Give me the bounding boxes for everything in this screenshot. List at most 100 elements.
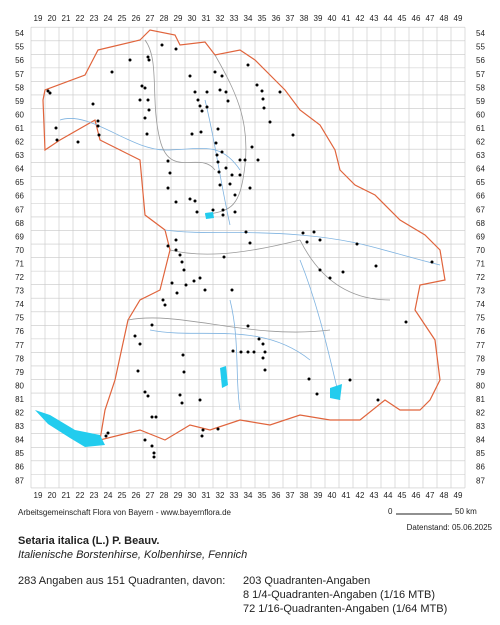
occurrence-dot xyxy=(174,248,178,252)
column-label: 40 xyxy=(328,491,337,500)
column-label: 28 xyxy=(160,14,169,23)
row-label: 63 xyxy=(476,151,485,160)
occurrence-dot xyxy=(163,303,167,307)
column-label: 37 xyxy=(286,491,295,500)
lake xyxy=(205,212,214,219)
grid xyxy=(30,26,466,489)
row-label: 67 xyxy=(15,205,24,214)
row-label: 82 xyxy=(476,409,485,418)
column-label: 44 xyxy=(384,14,393,23)
column-label: 28 xyxy=(160,491,169,500)
column-label: 22 xyxy=(76,491,85,500)
occurrence-dot xyxy=(216,427,220,431)
occurrence-dot xyxy=(193,199,197,203)
occurrence-dot xyxy=(178,393,182,397)
column-label: 27 xyxy=(146,491,155,500)
occurrence-dot xyxy=(244,230,248,234)
occurrence-dot xyxy=(198,104,202,108)
column-label: 24 xyxy=(104,491,113,500)
occurrence-dot xyxy=(261,97,265,101)
occurrence-dot xyxy=(213,70,217,74)
row-label: 81 xyxy=(476,395,485,404)
occurrence-dot xyxy=(291,133,295,137)
occurrence-dot xyxy=(48,91,52,95)
occurrence-dot xyxy=(150,415,154,419)
occurrence-dot xyxy=(55,138,59,142)
occurrence-dot xyxy=(104,434,108,438)
scale-end: 50 km xyxy=(455,507,477,516)
column-label: 25 xyxy=(118,14,127,23)
occurrence-dot xyxy=(217,170,221,174)
occurrence-dot xyxy=(233,210,237,214)
row-label: 78 xyxy=(476,354,485,363)
row-label: 59 xyxy=(476,97,485,106)
occurrence-dot xyxy=(216,127,220,131)
occurrence-dot xyxy=(46,89,50,93)
occurrence-dot xyxy=(154,415,158,419)
column-label: 36 xyxy=(272,14,281,23)
occurrence-dot xyxy=(231,349,235,353)
occurrence-dot xyxy=(138,98,142,102)
row-label: 76 xyxy=(476,327,485,336)
occurrence-dot xyxy=(150,444,154,448)
occurrence-dot xyxy=(260,89,264,93)
row-label: 73 xyxy=(476,287,485,296)
column-label: 45 xyxy=(398,491,407,500)
occurrence-dot xyxy=(230,173,234,177)
occurrence-dot xyxy=(341,270,345,274)
row-label: 62 xyxy=(15,138,24,147)
occurrence-dot xyxy=(182,268,186,272)
occurrence-dot xyxy=(110,70,114,74)
column-label: 33 xyxy=(230,14,239,23)
row-label: 86 xyxy=(476,463,485,472)
column-label: 45 xyxy=(398,14,407,23)
occurrence-dot xyxy=(188,74,192,78)
occurrence-dot xyxy=(374,264,378,268)
row-label: 69 xyxy=(476,232,485,241)
row-label: 67 xyxy=(476,205,485,214)
column-label: 48 xyxy=(440,491,449,500)
occurrence-dot xyxy=(233,193,237,197)
occurrence-dot xyxy=(230,288,234,292)
column-label: 23 xyxy=(90,491,99,500)
row-label: 64 xyxy=(476,165,485,174)
occurrence-dot xyxy=(166,159,170,163)
column-label: 38 xyxy=(300,491,309,500)
row-label: 83 xyxy=(15,422,24,431)
occurrence-dot xyxy=(246,63,250,67)
column-label: 29 xyxy=(174,14,183,23)
occurrence-dot xyxy=(214,141,218,145)
row-label: 80 xyxy=(476,381,485,390)
row-label: 72 xyxy=(15,273,24,282)
occurrence-dot xyxy=(246,324,250,328)
column-label: 26 xyxy=(132,491,141,500)
row-label: 65 xyxy=(476,178,485,187)
row-label: 57 xyxy=(476,70,485,79)
occurrence-dot xyxy=(181,353,185,357)
occurrence-dot xyxy=(252,350,256,354)
column-label: 49 xyxy=(454,14,463,23)
column-label: 34 xyxy=(244,491,253,500)
row-label: 83 xyxy=(476,422,485,431)
occurrence-dot xyxy=(138,342,142,346)
rivers xyxy=(59,99,441,411)
column-label: 21 xyxy=(62,14,71,23)
column-label: 30 xyxy=(188,491,197,500)
occurrence-dot xyxy=(170,281,174,285)
occurrence-dot xyxy=(146,55,150,59)
occurrence-dot xyxy=(261,356,265,360)
occurrence-dot xyxy=(143,438,147,442)
row-label: 58 xyxy=(476,83,485,92)
occurrence-dot xyxy=(248,186,252,190)
occurrence-dot xyxy=(328,276,332,280)
occurrence-dot xyxy=(195,210,199,214)
species-common: Italienische Borstenhirse, Kolbenhirse, … xyxy=(18,549,247,561)
occurrence-dot xyxy=(262,106,266,110)
occurrence-dot xyxy=(182,370,186,374)
occurrence-dot xyxy=(376,398,380,402)
column-label: 22 xyxy=(76,14,85,23)
occurrence-dot xyxy=(150,323,154,327)
occurrence-dot xyxy=(222,255,226,259)
occurrence-dot xyxy=(128,58,132,62)
